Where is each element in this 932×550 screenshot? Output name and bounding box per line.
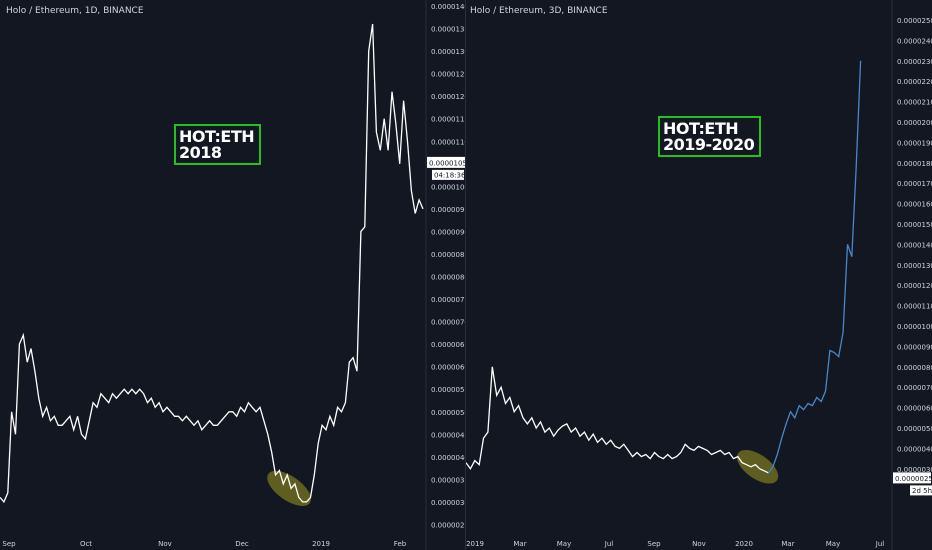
panel-divider — [465, 0, 466, 550]
last-price-label-bg — [893, 472, 931, 484]
y-tick-label: 0.00002300 — [897, 58, 932, 66]
last-price-label: 0.00000253 — [895, 475, 932, 483]
x-tick-label: Mar — [513, 540, 526, 548]
series-line-0 — [466, 366, 769, 474]
y-tick-label: 0.00000750 — [431, 296, 466, 304]
x-tick-label: Sep — [2, 540, 16, 548]
y-tick-label: 0.00000850 — [431, 251, 466, 259]
annotation-box-right: HOT:ETH 2019-2020 — [658, 116, 762, 157]
x-tick-label: 2019 — [466, 540, 484, 548]
y-tick-label: 0.00000500 — [897, 425, 932, 433]
y-tick-label: 0.00000600 — [897, 405, 932, 413]
y-tick-label: 0.00001900 — [897, 139, 932, 147]
annotation-line-2: 2018 — [179, 143, 222, 162]
annotation-line-2: 2019-2020 — [663, 135, 755, 154]
highlight-ellipse — [267, 470, 311, 506]
y-tick-label: 0.00000950 — [431, 206, 466, 214]
countdown-label: 2d 5h — [912, 487, 932, 495]
y-tick-label: 0.00001500 — [897, 221, 932, 229]
chart-title-right: Holo / Ethereum, 3D, BINANCE — [470, 6, 608, 16]
annotation-line-1: HOT:ETH — [663, 119, 739, 138]
x-tick-label: 2019 — [312, 540, 330, 548]
y-tick-label: 0.00001300 — [431, 48, 466, 56]
y-tick-label: 0.00000700 — [431, 319, 466, 327]
annotation-line-1: HOT:ETH — [179, 127, 255, 146]
y-tick-label: 0.00001200 — [431, 93, 466, 101]
y-tick-label: 0.00002100 — [897, 99, 932, 107]
y-tick-label: 0.00001150 — [431, 116, 466, 124]
annotation-box-left: HOT:ETH 2018 — [174, 124, 262, 165]
y-tick-label: 0.00001350 — [431, 26, 466, 34]
y-tick-label: 0.00002200 — [897, 78, 932, 86]
y-tick-label: 0.00000400 — [897, 445, 932, 453]
y-tick-label: 0.00000700 — [897, 384, 932, 392]
countdown-label: 04:18:36 — [434, 171, 466, 179]
y-tick-label: 0.00002500 — [897, 17, 932, 25]
series-line-0 — [0, 23, 424, 504]
y-tick-label: 0.00001800 — [897, 160, 932, 168]
x-tick-label: Nov — [692, 540, 706, 548]
y-tick-label: 0.00000350 — [431, 476, 466, 484]
y-tick-label: 0.00000900 — [431, 228, 466, 236]
countdown-label-bg — [910, 485, 932, 496]
last-price-label: 0.00001052 — [429, 159, 466, 167]
y-tick-label: 0.00000600 — [431, 364, 466, 372]
y-tick-label: 0.00001250 — [431, 71, 466, 79]
x-tick-label: May — [557, 540, 571, 548]
y-tick-label: 0.00001100 — [431, 138, 466, 146]
x-tick-label: Sep — [647, 540, 661, 548]
y-tick-label: 0.00000800 — [897, 364, 932, 372]
y-tick-label: 0.00000400 — [431, 454, 466, 462]
y-tick-label: 0.00000500 — [431, 409, 466, 417]
y-tick-label: 0.00000900 — [897, 343, 932, 351]
y-tick-label: 0.00001100 — [897, 303, 932, 311]
x-tick-label: Jul — [604, 540, 614, 548]
y-tick-label: 0.00002000 — [897, 119, 932, 127]
x-tick-label: Dec — [235, 540, 249, 548]
y-tick-label: 0.00001400 — [897, 241, 932, 249]
x-tick-label: May — [826, 540, 840, 548]
x-tick-label: 2020 — [735, 540, 753, 548]
last-price-label-bg — [427, 156, 465, 168]
chart-svg-right: 0.00002500 0.00002400 0.00002300 0.00002200… — [466, 0, 932, 550]
y-tick-label: 0.00000800 — [431, 274, 466, 282]
y-tick-label: 0.00001000 — [897, 323, 932, 331]
chart-title-left: Holo / Ethereum, 1D, BINANCE — [6, 6, 144, 16]
y-tick-label: 0.00000300 — [431, 499, 466, 507]
x-tick-label: Jul — [875, 540, 885, 548]
chart-panel-left: Holo / Ethereum, 1D, BINANCE 0.000014000… — [0, 0, 466, 550]
y-tick-label: 0.00002400 — [897, 37, 932, 45]
x-tick-label: Oct — [80, 540, 92, 548]
x-tick-label: Mar — [781, 540, 794, 548]
x-tick-label: Feb — [394, 540, 407, 548]
y-tick-label: 0.00000550 — [431, 386, 466, 394]
series-line-1 — [767, 60, 862, 474]
y-tick-label: 0.00001700 — [897, 180, 932, 188]
y-tick-label: 0.00000650 — [431, 341, 466, 349]
y-tick-label: 0.00001200 — [897, 282, 932, 290]
countdown-label-bg — [432, 169, 464, 180]
y-tick-label: 0.00000300 — [897, 466, 932, 474]
y-tick-label: 0.00001600 — [897, 201, 932, 209]
chart-svg-left: 0.00001400 0.00001350 0.00001300 0.00001250… — [0, 0, 466, 550]
chart-panel-right: Holo / Ethereum, 3D, BINANCE 0.000025000… — [466, 0, 932, 550]
x-tick-label: Nov — [158, 540, 172, 548]
y-tick-label: 0.00001400 — [431, 3, 466, 11]
y-tick-label: 0.00000450 — [431, 431, 466, 439]
y-tick-label: 0.00001000 — [431, 183, 466, 191]
y-tick-label: 0.00001300 — [897, 262, 932, 270]
y-tick-label: 0.00000250 — [431, 521, 466, 529]
